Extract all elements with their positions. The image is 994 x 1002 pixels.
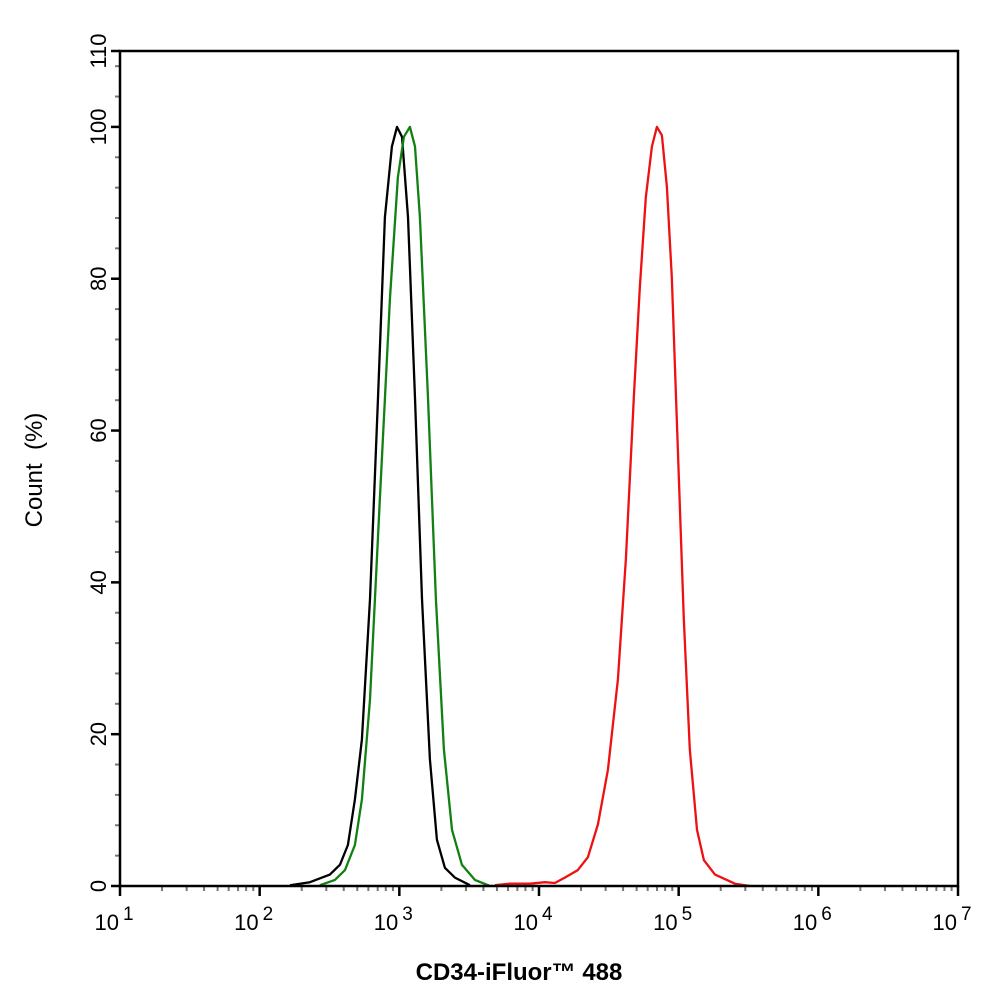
x-tick-label: 10 2	[234, 904, 273, 935]
x-tick-base: 10	[513, 910, 537, 935]
y-tick-label: 80	[86, 266, 111, 290]
x-tick-label: 10 7	[932, 904, 971, 935]
x-tick-label: 10 4	[513, 904, 552, 935]
y-tick-label: 0	[86, 880, 111, 892]
x-tick-label: 10 3	[374, 904, 413, 935]
x-tick-exponent: 2	[263, 904, 274, 925]
x-tick-exponent: 1	[123, 904, 134, 925]
x-tick-exponent: 4	[542, 904, 553, 925]
x-tick-base: 10	[374, 910, 398, 935]
series-line-2	[494, 125, 751, 888]
x-tick-exponent: 6	[821, 904, 832, 925]
x-tick-exponent: 5	[682, 904, 693, 925]
x-tick-base: 10	[653, 910, 677, 935]
x-tick-base: 10	[932, 910, 956, 935]
x-tick-label: 10 6	[793, 904, 832, 935]
y-tick-label: 40	[86, 570, 111, 594]
series-group	[289, 125, 751, 888]
y-tick-label: 110	[86, 33, 111, 68]
x-tick-base: 10	[793, 910, 817, 935]
x-tick-exponent: 7	[961, 904, 972, 925]
x-tick-label: 10 1	[94, 904, 133, 935]
x-tick-label: 10 5	[653, 904, 692, 935]
series-line-1	[319, 125, 491, 888]
x-tick-base: 10	[234, 910, 258, 935]
y-tick-label: 100	[86, 109, 111, 146]
x-axis-title: CD34-iFluor™ 488	[416, 959, 623, 986]
y-axis-title: Count (%)	[21, 413, 48, 528]
x-tick-base: 10	[94, 910, 118, 935]
axis-ticks	[111, 49, 960, 896]
series-line-0	[289, 125, 471, 887]
y-tick-label: 60	[86, 418, 111, 442]
plot-frame	[118, 49, 960, 888]
y-tick-label: 20	[86, 722, 111, 746]
x-tick-exponent: 3	[402, 904, 413, 925]
